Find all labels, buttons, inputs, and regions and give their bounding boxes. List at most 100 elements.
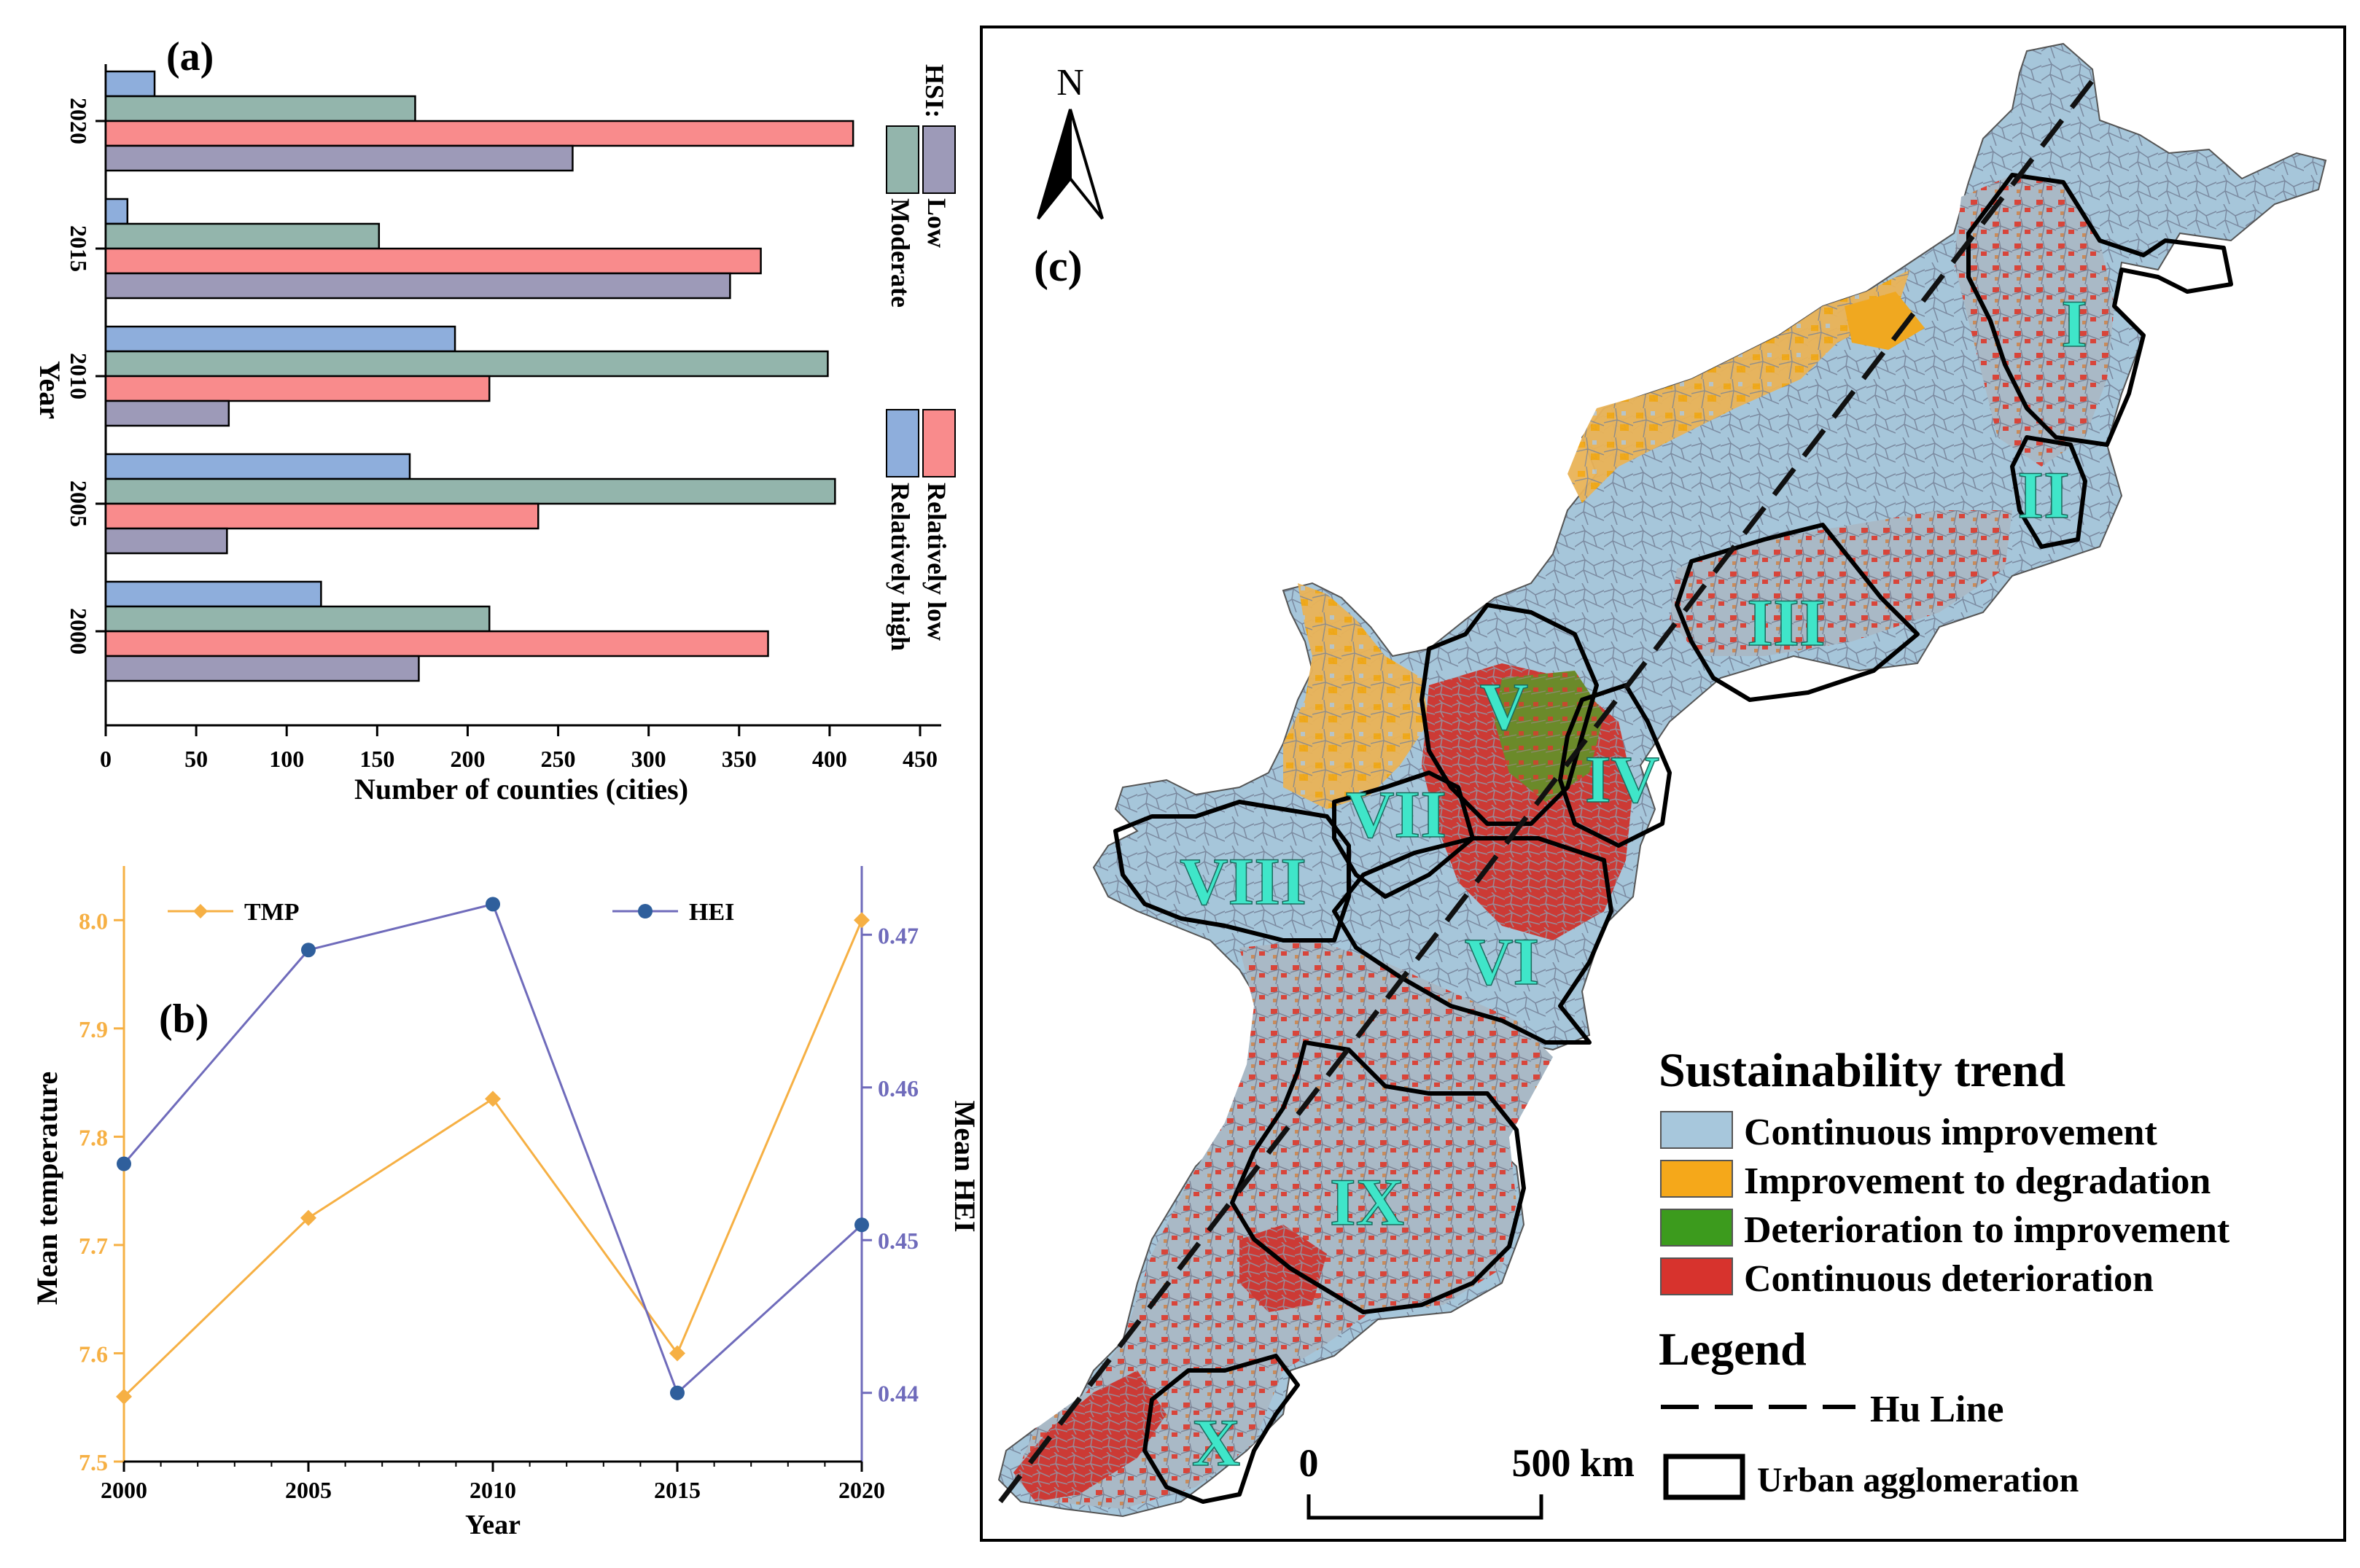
point-tmp-2000: [116, 1388, 132, 1405]
legend-swatch-2: [1660, 1209, 1733, 1247]
region-label-IX: IX: [1330, 1165, 1404, 1239]
legend-hu-label: Hu Line: [1870, 1389, 2004, 1430]
region-label-V: V: [1480, 669, 1528, 744]
region-label-II: II: [2017, 458, 2070, 532]
a-x-tick-450: 450: [903, 746, 938, 772]
a-x-tick-250: 250: [541, 746, 576, 772]
region-label-X: X: [1192, 1405, 1240, 1480]
point-hei-2005: [301, 943, 316, 958]
a-year-tick-2000: 2000: [66, 608, 92, 655]
a-legend-rel-high: Relatively high: [886, 483, 915, 651]
a-legend-title: HSI:: [920, 64, 949, 118]
b-left-tick-7.8: 7.8: [79, 1124, 108, 1150]
bar-2000-relatively-low: [104, 630, 769, 658]
bar-2010-low: [104, 399, 230, 427]
b-left-tick-7.9: 7.9: [79, 1016, 108, 1042]
bar-2020-moderate: [104, 95, 416, 122]
b-x-label: Year: [465, 1510, 521, 1540]
agglomeration-II: [2010, 435, 2087, 549]
bar-2000-moderate: [104, 605, 491, 633]
map-zone-southwest-red: [1013, 1370, 1167, 1502]
b-x-tick-2000: 2000: [101, 1477, 147, 1503]
urban-agglomerations: [1113, 173, 2233, 1504]
a-x-tick-0: 0: [100, 746, 112, 772]
a-legend-moderate: Moderate: [886, 198, 915, 308]
agglomeration-VII: [1332, 771, 1475, 899]
hu-line: [998, 67, 2103, 1504]
b-right-tick-0.45: 0.45: [878, 1228, 919, 1254]
bar-2015-relatively-low: [104, 247, 762, 275]
bar-2010-relatively-low: [104, 375, 491, 402]
bar-2015-low: [104, 272, 731, 300]
map-zone-central-green: [1495, 671, 1604, 802]
map-zone-east-mixed: [1670, 510, 2012, 656]
bar-2000-relatively-high: [104, 580, 322, 608]
bar-2020-relatively-high: [104, 70, 156, 98]
region-label-VIII: VIII: [1180, 844, 1306, 918]
a-x-tick-300: 300: [631, 746, 666, 772]
map-zone-improvement-to-degradation-north: [1568, 270, 1910, 503]
bar-2015-relatively-high: [104, 198, 129, 225]
panel-a-label: (a): [166, 34, 214, 79]
a-x-label: Number of counties (cities): [354, 773, 688, 806]
region-label-VII: VII: [1346, 777, 1446, 851]
a-legend-low: Low: [922, 198, 951, 248]
b-left-tick-8.0: 8.0: [79, 908, 108, 934]
bar-2005-low: [104, 527, 228, 555]
agglomeration-X: [1142, 1354, 1300, 1504]
legend-urban-swatch: [1663, 1454, 1745, 1500]
bar-2010-moderate: [104, 350, 829, 378]
a-legend-swatch-rel-low: [922, 409, 956, 477]
point-tmp-2005: [300, 1209, 316, 1226]
agglomeration-VIII: [1113, 800, 1351, 943]
b-left-tick-7.5: 7.5: [79, 1449, 108, 1475]
point-tmp-2015: [669, 1345, 685, 1362]
bar-2010-relatively-high: [104, 325, 456, 353]
scale-line: [1306, 1494, 1543, 1520]
bar-2015-moderate: [104, 222, 381, 250]
b-right-tick-0.46: 0.46: [878, 1075, 919, 1101]
point-hei-2000: [117, 1156, 131, 1171]
b-right-tick-0.47: 0.47: [878, 922, 919, 948]
scale-zero: 0: [1299, 1441, 1319, 1485]
legend-item-3: Continuous deterioration: [1744, 1258, 2154, 1300]
region-label-I: I: [2061, 286, 2087, 361]
point-tmp-2020: [854, 912, 870, 929]
b-legend-hei: HEI: [689, 899, 734, 926]
bar-2020-low: [104, 144, 574, 172]
a-x-tick-200: 200: [450, 746, 485, 772]
agglomeration-VI: [1332, 836, 1613, 1045]
a-year-tick-2020: 2020: [66, 98, 92, 144]
north-label: N: [1056, 62, 1084, 104]
panel-c-map: I II III IV V VI VII VIII IX X N (c) 0 5…: [980, 26, 2346, 1542]
legend-item-2: Deterioration to improvement: [1744, 1209, 2230, 1251]
a-year-tick-2010: 2010: [66, 353, 92, 399]
legend-urban-label: Urban agglomeration: [1757, 1461, 2079, 1499]
region-label-III: III: [1747, 585, 1825, 660]
a-x-tick-150: 150: [359, 746, 394, 772]
a-x-tick-100: 100: [269, 746, 304, 772]
a-year-tick-2005: 2005: [66, 480, 92, 527]
region-labels: I II III IV V VI VII VIII IX X: [1179, 286, 2087, 1481]
map-zone-orange-small: [1845, 292, 1925, 350]
a-year-ticks: 2020 2015 2010 2005 2000: [66, 98, 106, 655]
a-x-tick-350: 350: [722, 746, 757, 772]
a-legend-swatch-rel-high: [886, 409, 919, 477]
a-x-tick-400: 400: [812, 746, 847, 772]
b-x-tick-2020: 2020: [838, 1477, 885, 1503]
b-x-tick-2005: 2005: [285, 1477, 332, 1503]
b-legend-hei-marker: [638, 904, 653, 918]
panel-c-label: (c): [1034, 242, 1083, 290]
point-hei-2020: [854, 1217, 869, 1233]
b-left-tick-7.6: 7.6: [79, 1341, 108, 1367]
a-x-tick-50: 50: [184, 746, 208, 772]
a-legend-swatch-low: [922, 125, 956, 194]
b-left-tick-7.7: 7.7: [79, 1233, 108, 1259]
bar-2020-relatively-low: [104, 120, 854, 147]
b-x-tick-2010: 2010: [470, 1477, 516, 1503]
agglomeration-IX: [1230, 1040, 1526, 1314]
legend-title-2: Legend: [1659, 1323, 1807, 1375]
region-label-VI: VI: [1465, 924, 1539, 999]
bar-2005-moderate: [104, 477, 836, 505]
